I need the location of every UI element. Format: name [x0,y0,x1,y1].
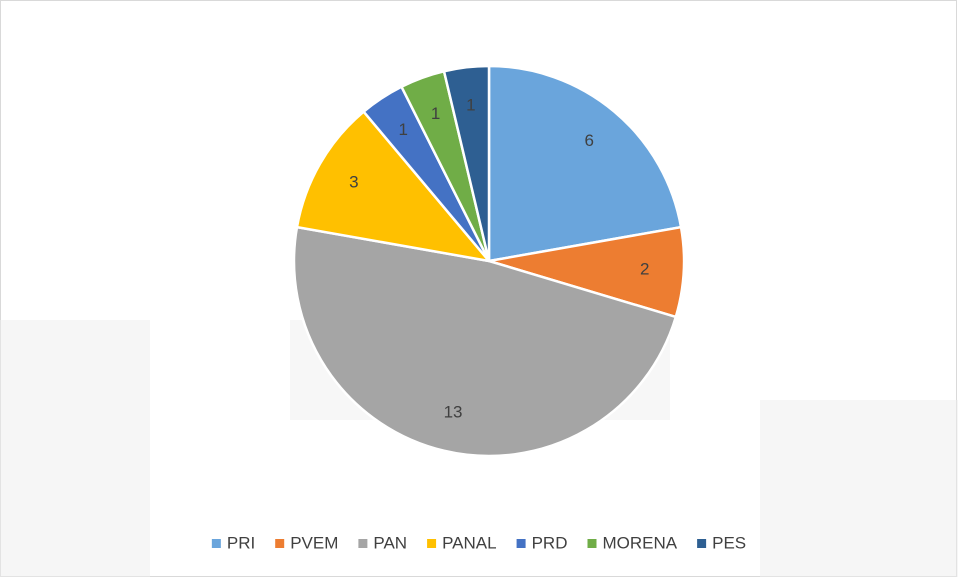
legend-swatch [516,539,526,548]
legend-item: PANAL [427,533,497,552]
legend-item: PES [697,533,746,552]
legend-label: PES [712,533,746,552]
legend-label: PANAL [442,533,497,552]
pie-slice [295,109,493,263]
data-label: 2 [640,260,649,279]
pie-slice [487,64,683,263]
pie: 6 2 13 3 1 1 1 [292,64,686,458]
legend-label: MORENA [602,533,677,552]
legend-swatch [427,539,437,548]
legend-swatch [587,539,597,548]
legend-label: PVEM [290,533,338,552]
data-label: 3 [349,172,358,191]
data-label: 1 [466,96,475,115]
legend-item: PRI [211,533,255,552]
pie-slice [292,225,678,458]
legend-swatch [275,539,285,548]
legend-label: PRD [532,533,568,552]
legend-item: MORENA [587,533,678,552]
legend-swatch [358,539,368,548]
data-label: 6 [585,131,594,150]
legend-item: PAN [358,533,407,552]
data-label: 1 [431,104,440,123]
data-label: 13 [444,402,463,421]
legend-label: PRI [227,533,255,552]
legend-swatch [697,539,707,548]
legend-swatch [211,539,221,548]
legend-item: PVEM [275,533,338,552]
legend: PRI PVEM PAN PANAL PRD MORENA PES [211,533,746,552]
pie-slice [442,64,491,262]
data-label: 1 [399,120,408,139]
legend-item: PRD [516,533,568,552]
legend-label: PAN [373,533,407,552]
